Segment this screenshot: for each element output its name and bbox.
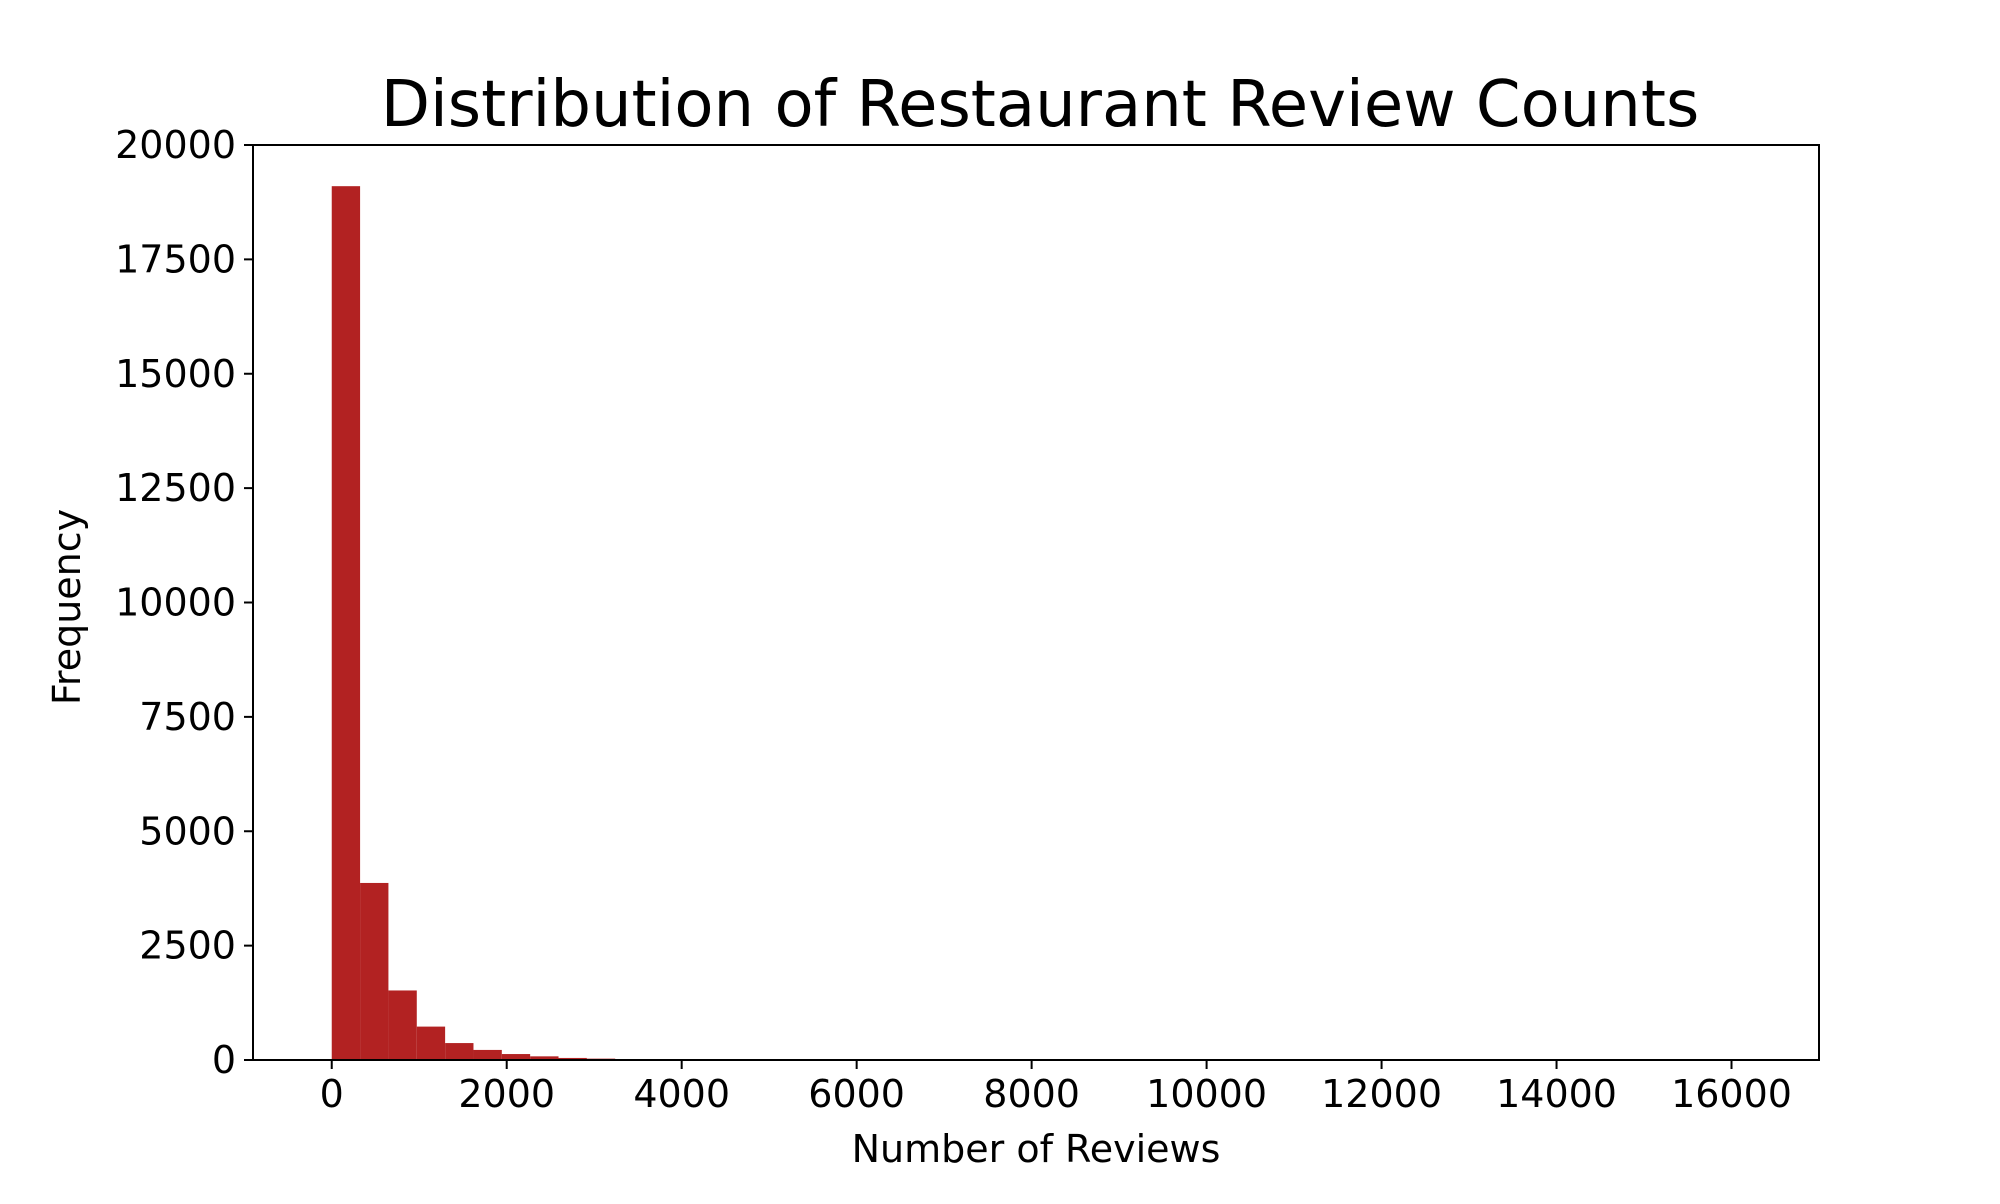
x-tick-label: 2000 xyxy=(458,1072,555,1116)
histogram-bar xyxy=(417,1027,445,1060)
histogram-bar xyxy=(360,883,388,1060)
x-tick-label: 0 xyxy=(320,1072,344,1116)
y-tick-label: 15000 xyxy=(115,352,236,396)
x-tick-label: 6000 xyxy=(808,1072,905,1116)
histogram-bar xyxy=(473,1050,501,1060)
y-tick-label: 12500 xyxy=(115,466,236,510)
y-tick-label: 17500 xyxy=(115,237,236,281)
y-tick-label: 2500 xyxy=(139,924,236,968)
chart-title: Distribution of Restaurant Review Counts xyxy=(381,68,1700,142)
x-axis: 0 2000 4000 6000 8000 10000 12000 14000 16000 xyxy=(320,1060,1792,1116)
x-tick-label: 4000 xyxy=(633,1072,730,1116)
histogram-bar xyxy=(332,186,360,1060)
x-tick-label: 10000 xyxy=(1146,1072,1267,1116)
y-tick-label: 20000 xyxy=(115,123,236,167)
y-axis-label: Frequency xyxy=(45,509,89,705)
bars-layer xyxy=(332,186,700,1060)
y-tick-label: 5000 xyxy=(139,809,236,853)
x-tick-label: 16000 xyxy=(1671,1072,1792,1116)
y-tick-label: 10000 xyxy=(115,581,236,625)
histogram-bar xyxy=(388,990,416,1060)
x-axis-label: Number of Reviews xyxy=(852,1127,1221,1171)
x-tick-label: 14000 xyxy=(1496,1072,1617,1116)
plot-frame xyxy=(253,145,1819,1060)
y-tick-label: 0 xyxy=(212,1038,236,1082)
y-axis: 0 2500 5000 7500 10000 12500 15000 17500 20000 xyxy=(115,123,253,1082)
histogram-bar xyxy=(445,1043,473,1060)
x-tick-label: 8000 xyxy=(983,1072,1080,1116)
y-tick-label: 7500 xyxy=(139,695,236,739)
x-tick-label: 12000 xyxy=(1321,1072,1442,1116)
